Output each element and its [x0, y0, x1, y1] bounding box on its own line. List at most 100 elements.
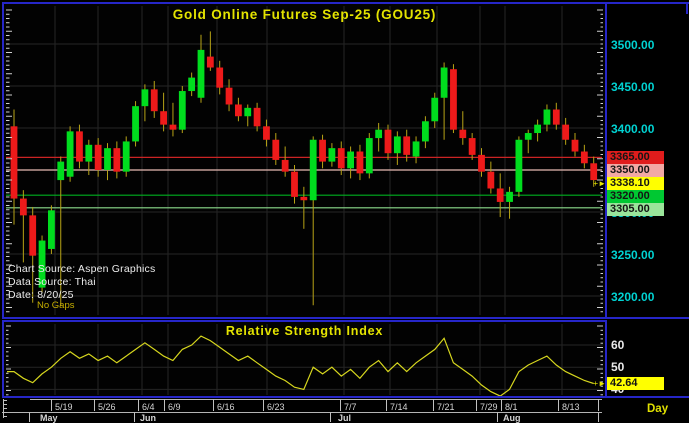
week-label: 7/29 [480, 402, 498, 412]
candlestick-chart[interactable] [4, 4, 605, 317]
candle-body [562, 124, 570, 140]
axis-left-ruler-tick [3, 412, 7, 413]
axis-separator [30, 399, 602, 400]
week-tick [94, 399, 95, 411]
candle-body [412, 141, 420, 157]
axis-end-tick [598, 399, 599, 411]
y-axis-label: 3450.00 [611, 80, 655, 94]
rsi-line [7, 335, 594, 396]
chart-title: Gold Online Futures Sep-25 (GOU25) [172, 7, 437, 22]
candle-body [19, 198, 27, 216]
candle-body [375, 129, 383, 139]
month-label: May [40, 413, 58, 423]
candle-body [122, 141, 130, 172]
rsi-axis-label: 50 [611, 360, 625, 375]
week-tick [476, 399, 477, 411]
y-axis-label: 3500.00 [611, 38, 655, 52]
week-tick [213, 399, 214, 411]
candle-body [197, 49, 205, 98]
week-tick [340, 399, 341, 411]
month-label: Jul [338, 413, 352, 423]
candle-body [281, 159, 289, 172]
candle-body [319, 139, 326, 162]
candle-body [431, 97, 439, 122]
candle-body [459, 129, 467, 139]
candle-body [590, 163, 598, 181]
candle-body [496, 188, 504, 202]
axis-left-ruler-tick [3, 400, 7, 401]
axis-left-ruler-tick [3, 408, 7, 409]
frame-line-mid-right [605, 317, 689, 319]
rsi-value-tag: 42.64 [607, 377, 664, 391]
candle-body [328, 148, 336, 162]
candle-body [188, 77, 196, 92]
month-tick [330, 412, 331, 422]
candle-body [403, 136, 411, 155]
candle-body [10, 126, 18, 199]
price-level-tag-3320.00[interactable]: 3320.00 [607, 189, 664, 203]
rsi-title: Relative Strength Index [225, 324, 384, 338]
candle-body [300, 196, 308, 201]
month-label: Aug [503, 413, 521, 423]
chart-source-note: Chart Source: Aspen Graphics [8, 263, 156, 275]
axis-left-ruler-tick [3, 416, 7, 417]
week-label: 6/16 [217, 402, 235, 412]
week-label: 6/23 [267, 402, 285, 412]
candle-body [337, 148, 345, 169]
candle-body [253, 107, 261, 127]
candle-body [113, 148, 121, 172]
frame-line-top-right [605, 2, 689, 4]
week-tick [386, 399, 387, 411]
candle-body [150, 89, 158, 112]
candle-body [85, 144, 93, 162]
candle-body [244, 107, 252, 117]
axis-end-tick [598, 412, 599, 422]
month-label: Jun [140, 413, 157, 423]
week-label: 6/9 [168, 402, 181, 412]
candle-body [29, 215, 37, 256]
frame-line-bottom-right [605, 396, 689, 398]
candle-body [571, 139, 579, 152]
candle-body [160, 111, 167, 125]
axis-left-ruler-tick [3, 404, 7, 405]
last-price-tag: 3338.10 [607, 176, 664, 190]
candle-body [356, 151, 364, 174]
candle-body [468, 138, 476, 155]
candle-body [104, 148, 111, 170]
price-level-tag-3305.00[interactable]: 3305.00 [607, 202, 664, 216]
week-label: 7/21 [437, 402, 455, 412]
price-level-tag-3365.00[interactable]: 3365.00 [607, 150, 664, 164]
rsi-panel[interactable] [2, 320, 607, 398]
week-tick [263, 399, 264, 411]
week-label: 5/26 [98, 402, 116, 412]
candle-body [235, 104, 242, 117]
price-level-tag-3350.00[interactable]: 3350.00 [607, 163, 664, 177]
week-label: 7/7 [344, 402, 357, 412]
week-tick [51, 399, 52, 411]
candle-body [422, 121, 429, 142]
week-label: 5/19 [55, 402, 73, 412]
candle-body [94, 144, 102, 170]
week-label: 7/14 [390, 402, 408, 412]
candle-body [440, 67, 448, 98]
periodicity-label: Day [647, 403, 669, 415]
month-tick [134, 412, 135, 422]
candle-body [141, 89, 149, 107]
week-tick [501, 399, 502, 411]
week-label: 8/1 [505, 402, 518, 412]
rsi-last-value-marker-icon: +► [593, 379, 606, 388]
y-axis-label: 3400.00 [611, 122, 655, 136]
candle-body [272, 139, 280, 160]
candle-body [178, 91, 186, 130]
y-axis-label: 3200.00 [611, 290, 655, 304]
rsi-chart[interactable] [4, 322, 605, 396]
week-tick [164, 399, 165, 411]
candle-body [76, 131, 83, 162]
price-chart-panel[interactable] [2, 2, 607, 319]
axis-separator [2, 412, 602, 413]
week-tick [433, 399, 434, 411]
candle-body [48, 210, 55, 249]
candle-body [384, 129, 392, 154]
candle-body [216, 67, 224, 88]
